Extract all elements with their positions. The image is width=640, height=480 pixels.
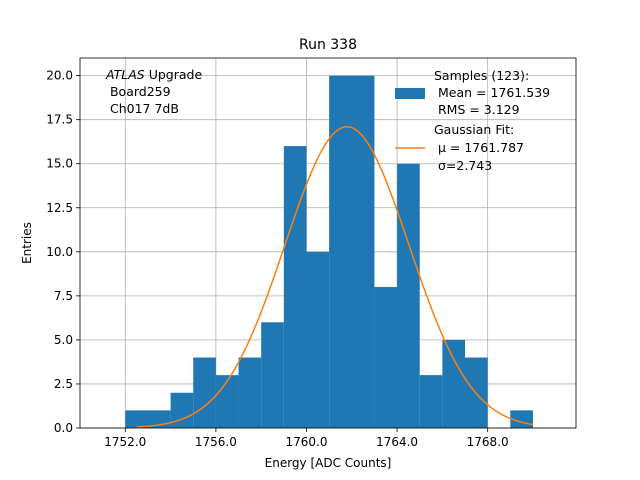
x-tick-label-1: 1756.0: [195, 435, 237, 449]
y-axis-ticks: 0.0 2.5 5.0 7.5 10.0 12.5 15.0 17.5 20.0: [46, 69, 80, 435]
legend-histogram-swatch: [395, 88, 425, 99]
y-axis-label: Entries: [20, 222, 34, 264]
histogram-bar-0: [125, 410, 171, 428]
y-tick-label-1: 2.5: [54, 377, 73, 391]
annotation-channel: Ch017 7dB: [106, 101, 179, 116]
histogram-bar-3: [215, 375, 239, 428]
y-tick-label-2: 5.0: [54, 333, 73, 347]
histogram-bar-9: [374, 287, 398, 428]
plot-frame: [79, 57, 577, 429]
gaussian-fit-curve: [136, 125, 534, 428]
histogram-bar-7: [306, 251, 330, 428]
legend-samples-rms: RMS = 3.129: [434, 102, 520, 117]
histogram-bars: [125, 75, 533, 428]
y-tick-label-5: 12.5: [46, 201, 73, 215]
legend-samples-mean: Mean = 1761.539: [434, 85, 550, 100]
atlas-annotation: ATLAS Upgrade Board259 Ch017 7dB: [105, 67, 202, 116]
histogram-bar-1: [170, 392, 194, 428]
y-tick-label-8: 20.0: [46, 69, 73, 83]
histogram-bar-2: [193, 357, 216, 428]
x-axis-ticks: 1752.0 1756.0 1760.0 1764.0 1768.0: [104, 428, 509, 449]
histogram-bar-8: [329, 75, 375, 428]
histogram-bar-11: [419, 375, 443, 428]
y-tick-label-4: 10.0: [46, 245, 73, 259]
y-tick-label-6: 15.0: [46, 157, 73, 171]
y-tick-label-3: 7.5: [54, 289, 73, 303]
y-tick-label-7: 17.5: [46, 113, 73, 127]
chart-title: Run 338: [299, 37, 357, 53]
legend-fit-sigma: σ=2.743: [434, 158, 492, 173]
x-tick-label-4: 1768.0: [467, 435, 509, 449]
x-tick-label-2: 1760.0: [285, 435, 327, 449]
x-tick-label-3: 1764.0: [376, 435, 418, 449]
histogram-bar-6: [283, 146, 307, 428]
legend-samples-title: Samples (123):: [434, 68, 529, 83]
histogram-bar-12: [442, 339, 466, 428]
x-tick-label-0: 1752.0: [104, 435, 146, 449]
legend-fit-mu: μ = 1761.787: [434, 140, 524, 155]
annotation-line-1: ATLAS Upgrade: [105, 67, 202, 82]
y-tick-label-0: 0.0: [54, 421, 73, 435]
annotation-board: Board259: [106, 84, 171, 99]
annotation-upgrade: Upgrade: [145, 67, 203, 82]
histogram-bar-5: [261, 322, 284, 428]
histogram-bar-4: [238, 357, 262, 428]
histogram-bar-10: [397, 163, 420, 428]
legend: Samples (123): Mean = 1761.539 RMS = 3.1…: [395, 68, 550, 173]
annotation-atlas: ATLAS: [105, 67, 145, 82]
x-axis-label: Energy [ADC Counts]: [265, 456, 392, 470]
legend-fit-title: Gaussian Fit:: [434, 122, 514, 137]
